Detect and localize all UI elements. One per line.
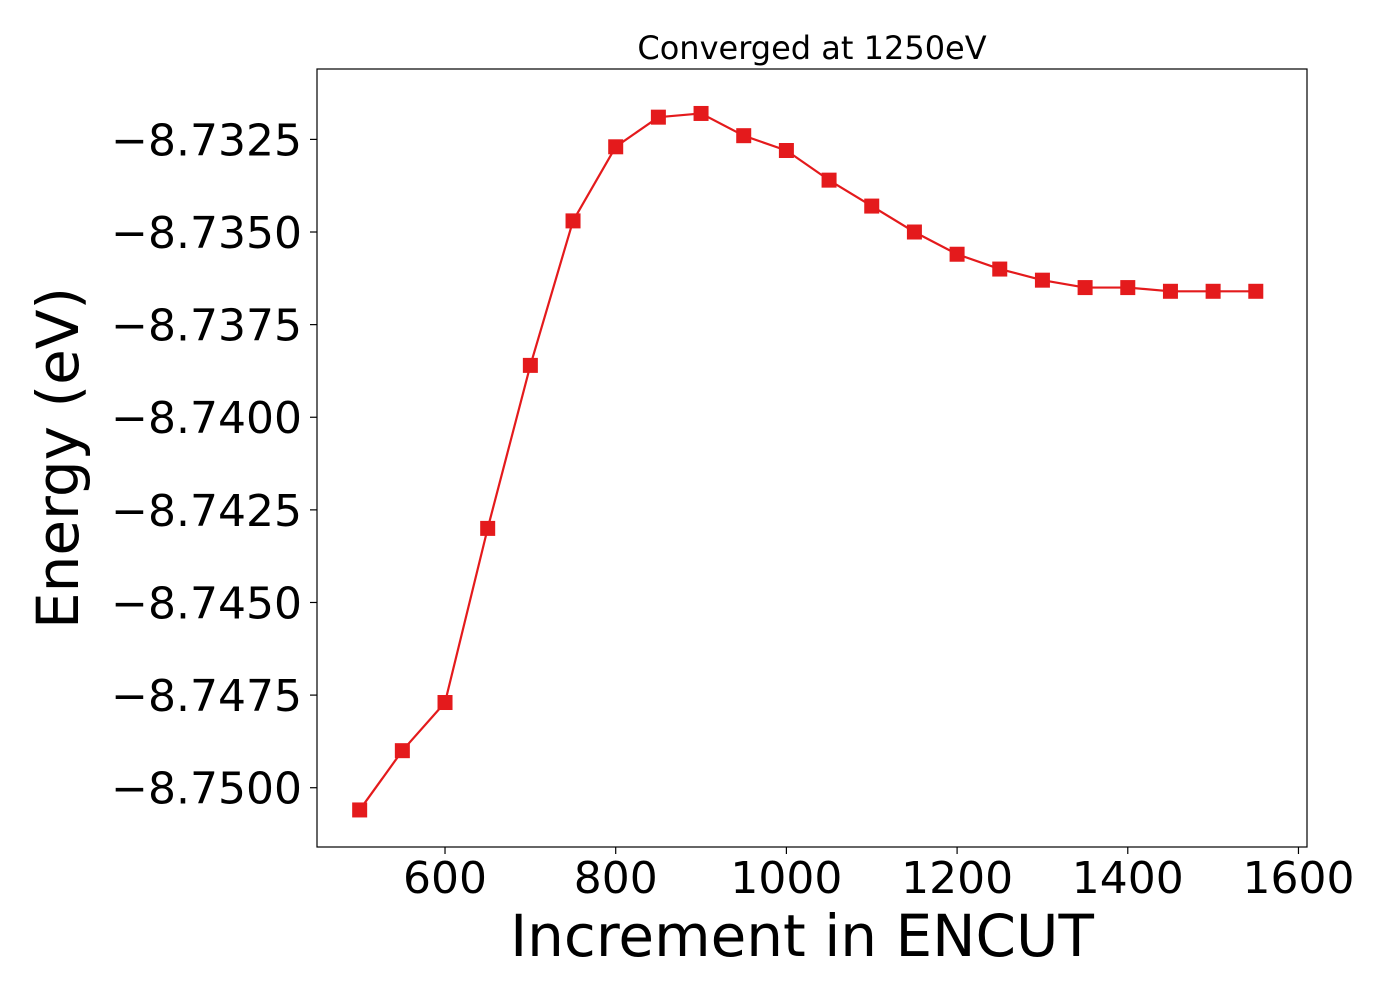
data-point-marker xyxy=(352,802,368,818)
series-layer xyxy=(352,105,1264,818)
y-tick-label: −8.7325 xyxy=(111,115,302,166)
data-point-marker xyxy=(736,128,752,144)
data-point-marker xyxy=(522,357,538,373)
data-point-marker xyxy=(480,520,496,536)
data-point-marker xyxy=(394,743,410,759)
data-point-marker xyxy=(1120,280,1136,296)
data-point-marker xyxy=(906,224,922,240)
data-point-marker xyxy=(864,198,880,214)
x-tick-label: 1000 xyxy=(730,853,842,904)
data-point-marker xyxy=(437,695,453,711)
data-point-marker xyxy=(1162,283,1178,299)
data-point-marker xyxy=(1248,283,1264,299)
data-point-marker xyxy=(821,172,837,188)
data-point-marker xyxy=(778,143,794,159)
y-tick-label: −8.7425 xyxy=(111,486,302,537)
y-tick-label: −8.7500 xyxy=(111,764,302,815)
y-axis: −8.7500 −8.7475 −8.7450 −8.7425 −8.7400 −8.73… xyxy=(111,115,317,815)
x-axis: 600 800 1000 1200 1400 1600 xyxy=(403,847,1354,904)
x-tick-label: 1600 xyxy=(1242,853,1354,904)
data-point-marker xyxy=(1034,272,1050,288)
x-tick-label: 1200 xyxy=(901,853,1013,904)
data-point-marker xyxy=(992,261,1008,277)
x-tick-label: 800 xyxy=(574,853,658,904)
data-point-marker xyxy=(1077,280,1093,296)
y-tick-label: −8.7350 xyxy=(111,208,302,259)
x-tick-label: 600 xyxy=(403,853,487,904)
y-tick-label: −8.7475 xyxy=(111,671,302,722)
series-line xyxy=(358,112,1256,811)
y-tick-label: −8.7400 xyxy=(111,393,302,444)
chart-title: Converged at 1250eV xyxy=(637,29,986,67)
plot-frame xyxy=(316,68,1308,848)
data-point-marker xyxy=(650,109,666,125)
data-point-marker xyxy=(949,246,965,262)
data-point-marker xyxy=(693,105,709,121)
data-point-marker xyxy=(565,213,581,229)
data-point-marker xyxy=(1205,283,1221,299)
y-axis-title: Energy (eV) xyxy=(24,287,92,629)
x-tick-label: 1400 xyxy=(1072,853,1184,904)
data-point-marker xyxy=(608,139,624,155)
x-axis-title: Increment in ENCUT xyxy=(510,902,1094,970)
y-tick-label: −8.7450 xyxy=(111,578,302,629)
y-tick-label: −8.7375 xyxy=(111,301,302,352)
